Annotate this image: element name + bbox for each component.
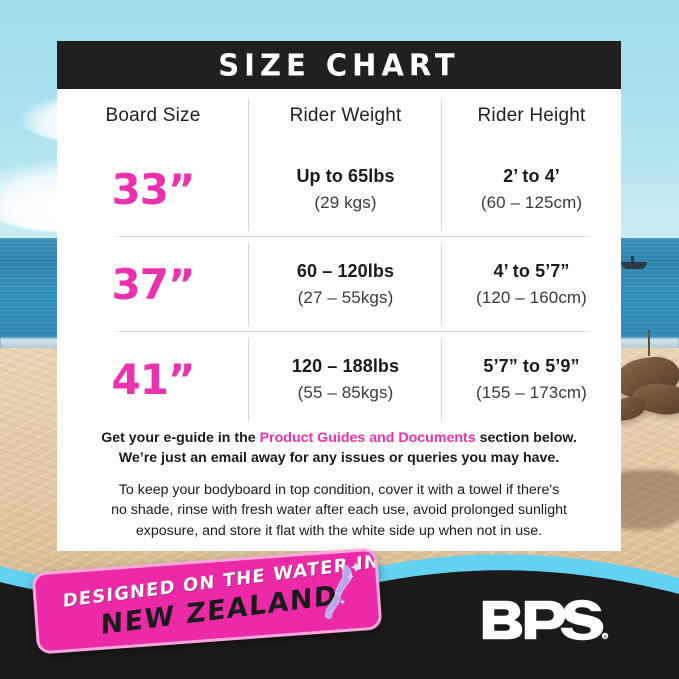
cell-rider-height: 4’ to 5’7” (120 – 160cm) xyxy=(442,237,621,332)
product-guides-link[interactable]: Product Guides and Documents xyxy=(259,430,476,446)
column-divider xyxy=(441,338,442,421)
registered-mark: ® xyxy=(603,633,608,640)
height-secondary-value: (155 – 173cm) xyxy=(476,383,587,402)
care-note-line-2: no shade, rinse with fresh water after e… xyxy=(111,502,567,519)
guide-note: Get your e-guide in the Product Guides a… xyxy=(85,428,593,468)
guide-note-line-1: Get your e-guide in the Product Guides a… xyxy=(85,428,593,448)
cell-rider-height: 5’7” to 5’9” (155 – 173cm) xyxy=(442,332,621,427)
cell-board-size: 37” xyxy=(57,237,249,332)
notes-section: Get your e-guide in the Product Guides a… xyxy=(85,428,593,553)
cell-rider-height: 2’ to 4’ (60 – 125cm) xyxy=(442,142,621,237)
care-note-line-3: exposure, and store it flat with the whi… xyxy=(135,522,543,539)
height-primary-value: 4’ to 5’7” xyxy=(493,261,570,281)
column-header-rider-height: Rider Height xyxy=(442,89,621,142)
column-divider xyxy=(248,243,249,326)
weight-primary-value: 60 – 120lbs xyxy=(296,261,395,281)
column-header-label: Rider Height xyxy=(477,104,586,126)
driftwood-stick xyxy=(648,330,650,356)
new-zealand-map-icon xyxy=(324,562,361,619)
column-divider xyxy=(441,99,442,184)
size-table: Board Size Rider Weight Rider Height 33” xyxy=(57,89,621,427)
weight-primary-value: Up to 65lbs xyxy=(296,166,395,186)
row-divider xyxy=(117,331,589,332)
cell-board-size: 41” xyxy=(57,332,249,427)
bps-logo: ® xyxy=(479,597,609,641)
size-chart-card: SIZE CHART Board Size Rider Weight Rider… xyxy=(57,41,621,551)
board-size-value: 37” xyxy=(111,259,195,309)
column-divider xyxy=(248,338,249,421)
column-header-rider-weight: Rider Weight xyxy=(249,89,442,184)
guide-note-prefix: Get your e-guide in the xyxy=(101,430,260,446)
weight-secondary-value: (29 kgs) xyxy=(314,193,377,212)
cell-rider-weight: 60 – 120lbs (27 – 55kgs) xyxy=(249,237,442,332)
bps-wordmark-icon: ® xyxy=(482,599,609,640)
weight-primary-value: 120 – 188lbs xyxy=(291,356,400,376)
column-header-label: Board Size xyxy=(105,104,201,126)
table-row: 41” 120 – 188lbs (55 – 85kgs) 5’7” to 5’… xyxy=(57,332,621,427)
column-header-board-size: Board Size xyxy=(57,89,249,184)
care-note-line-1: To keep your bodyboard in top condition,… xyxy=(118,482,560,499)
cell-rider-weight: 120 – 188lbs (55 – 85kgs) xyxy=(249,332,442,427)
table-header-row: Board Size Rider Weight Rider Height xyxy=(57,89,621,184)
guide-note-line-2: We’re just an email away for any issues … xyxy=(118,450,560,467)
height-secondary-value: (120 – 160cm) xyxy=(476,288,587,307)
care-note: To keep your bodyboard in top condition,… xyxy=(85,480,593,540)
height-primary-value: 2’ to 4’ xyxy=(503,166,560,186)
weight-secondary-value: (55 – 85kgs) xyxy=(297,383,394,402)
cell-rider-weight: Up to 65lbs (29 kgs) xyxy=(249,142,442,237)
height-primary-value: 5’7” to 5’9” xyxy=(483,356,580,376)
column-divider xyxy=(248,148,249,231)
designed-in-nz-badge: DESIGNED ON THE WATER IN NEW ZEALAND xyxy=(31,547,383,655)
page-title: SIZE CHART xyxy=(218,47,460,83)
guide-note-suffix: section below. xyxy=(475,430,577,446)
boat-icon xyxy=(621,256,647,269)
card-header-bar: SIZE CHART xyxy=(57,41,621,89)
table-row: 37” 60 – 120lbs (27 – 55kgs) 4’ to 5’7” … xyxy=(57,237,621,332)
column-divider xyxy=(441,148,442,231)
cell-board-size: 33” xyxy=(57,142,249,237)
board-size-value: 33” xyxy=(111,164,195,214)
board-size-value: 41” xyxy=(111,354,195,404)
column-divider xyxy=(248,99,249,184)
column-divider xyxy=(441,243,442,326)
column-header-label: Rider Weight xyxy=(289,104,402,126)
table-row: 33” Up to 65lbs (29 kgs) 2’ to 4’ (60 – … xyxy=(57,142,621,237)
row-divider xyxy=(117,236,589,237)
height-secondary-value: (60 – 125cm) xyxy=(480,193,583,212)
weight-secondary-value: (27 – 55kgs) xyxy=(297,288,394,307)
